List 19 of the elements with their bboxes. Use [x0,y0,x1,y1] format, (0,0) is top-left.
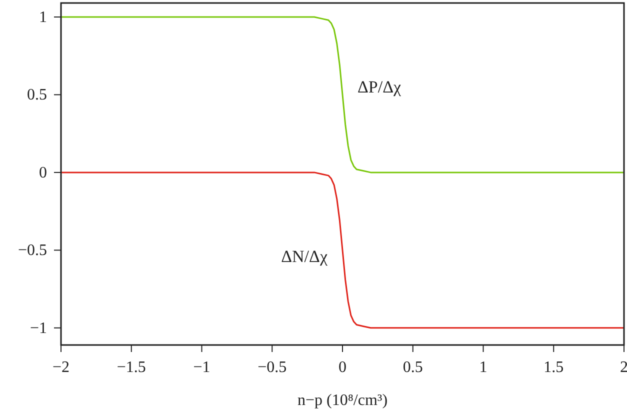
series-label: ΔP/Δχ [358,78,402,97]
x-tick-label: −2 [52,359,70,376]
series-label: ΔN/Δχ [281,247,328,266]
y-tick-label: −1 [30,320,47,337]
y-tick-label: 0 [39,164,47,182]
x-tick-label: −1.5 [116,359,146,376]
x-tick-label: −1 [193,359,210,376]
line-series [60,172,625,329]
x-tick-label: 0.5 [402,359,423,376]
x-tick-label: 0 [338,359,346,376]
line-series [60,16,625,174]
y-tick-label: −0.5 [18,242,47,260]
y-tick-label: 1 [39,8,47,26]
x-tick-label: 1.5 [544,359,564,376]
x-tick-label: 1 [479,359,488,376]
x-axis-title: n−p (10⁸/cm³) [297,392,388,409]
x-tick-label: −0.5 [258,359,287,376]
y-tick-label: 0.5 [27,86,47,104]
x-tick-label: 2 [620,359,627,376]
